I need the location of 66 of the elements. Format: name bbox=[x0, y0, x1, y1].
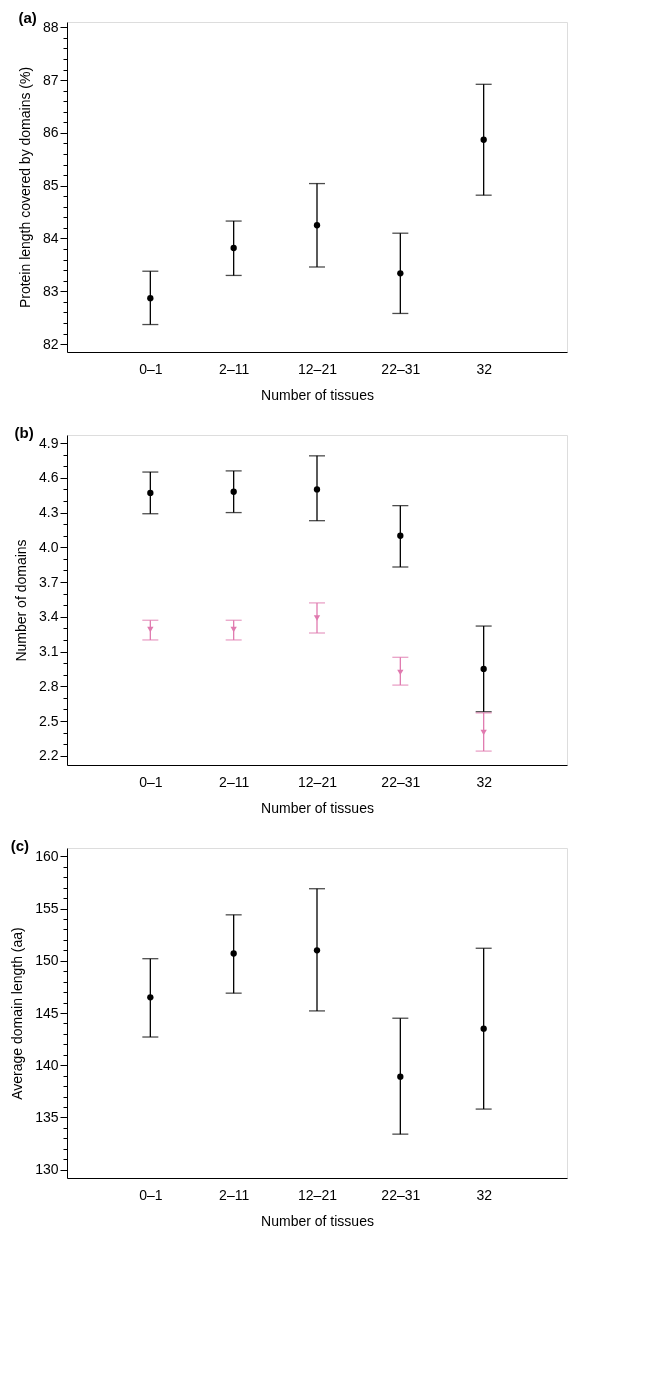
chart-title: (c) bbox=[10, 837, 29, 854]
x-tick-label: 22–31 bbox=[381, 360, 421, 377]
y-tick-label: 2.2 bbox=[39, 747, 59, 764]
point bbox=[480, 1025, 487, 1032]
point bbox=[147, 489, 154, 497]
y-axis-title: Protein length covered by domains (%) bbox=[16, 66, 33, 309]
point bbox=[313, 486, 321, 493]
y-tick-label: 3.4 bbox=[39, 608, 59, 625]
y-tick-label: 4.0 bbox=[39, 538, 59, 555]
y-tick-label: 3.7 bbox=[39, 573, 59, 590]
y-tick-label: 140 bbox=[35, 1056, 59, 1073]
point bbox=[147, 294, 154, 302]
point bbox=[147, 994, 154, 1001]
y-tick-label: 150 bbox=[35, 952, 59, 969]
point bbox=[397, 1073, 404, 1080]
x-tick-label: 32 bbox=[476, 773, 493, 790]
x-tick-label: 0–1 bbox=[139, 773, 163, 790]
y-tick-label: 82 bbox=[42, 335, 59, 352]
x-tick-label: 0–1 bbox=[139, 1186, 163, 1203]
point bbox=[313, 947, 321, 954]
x-tick-label: 32 bbox=[476, 360, 493, 377]
point bbox=[230, 950, 237, 957]
x-tick-label: 32 bbox=[476, 1186, 493, 1203]
y-tick-label: 160 bbox=[35, 847, 59, 864]
point bbox=[397, 270, 404, 277]
y-tick-label: 87 bbox=[42, 71, 59, 88]
y-tick-label: 130 bbox=[35, 1161, 59, 1178]
y-tick-label: 135 bbox=[35, 1108, 59, 1125]
x-tick-label: 2–11 bbox=[219, 773, 250, 790]
point bbox=[230, 626, 237, 633]
point bbox=[313, 615, 321, 621]
x-tick-label: 12–21 bbox=[298, 773, 338, 790]
chart-title: (b) bbox=[14, 424, 34, 441]
x-axis-title: Number of tissues bbox=[261, 1212, 374, 1229]
point bbox=[397, 532, 404, 539]
x-tick-label: 2–11 bbox=[219, 1186, 250, 1203]
chart-title: (a) bbox=[18, 9, 37, 27]
y-tick-label: 4.6 bbox=[39, 469, 59, 486]
point bbox=[313, 222, 321, 229]
y-tick-label: 3.1 bbox=[39, 643, 59, 660]
point bbox=[230, 488, 237, 495]
y-axis-title: Average domain length (aa) bbox=[9, 927, 26, 1100]
y-tick-label: 88 bbox=[42, 18, 59, 35]
x-tick-label: 2–11 bbox=[219, 360, 250, 377]
y-tick-label: 85 bbox=[42, 177, 59, 194]
y-tick-label: 83 bbox=[42, 282, 59, 299]
y-tick-label: 2.8 bbox=[39, 677, 59, 694]
y-tick-label: 155 bbox=[35, 900, 59, 917]
point bbox=[230, 244, 237, 252]
x-tick-label: 12–21 bbox=[298, 1186, 338, 1203]
y-tick-label: 86 bbox=[42, 124, 59, 141]
x-tick-label: 22–31 bbox=[381, 1186, 421, 1203]
x-tick-label: 0–1 bbox=[139, 360, 163, 377]
y-tick-label: 4.3 bbox=[39, 504, 59, 521]
point bbox=[480, 136, 487, 143]
point bbox=[480, 729, 487, 736]
y-tick-label: 2.5 bbox=[39, 712, 59, 729]
x-tick-label: 22–31 bbox=[381, 773, 421, 790]
y-tick-label: 4.9 bbox=[39, 434, 59, 451]
y-tick-label: 145 bbox=[35, 1004, 59, 1021]
y-tick-label: 84 bbox=[42, 229, 59, 246]
x-tick-label: 12–21 bbox=[298, 360, 338, 377]
x-axis-title: Number of tissues bbox=[261, 799, 374, 816]
x-axis-title: Number of tissues bbox=[261, 386, 374, 403]
point bbox=[480, 665, 487, 673]
y-axis-title: Number of domains bbox=[13, 539, 30, 662]
